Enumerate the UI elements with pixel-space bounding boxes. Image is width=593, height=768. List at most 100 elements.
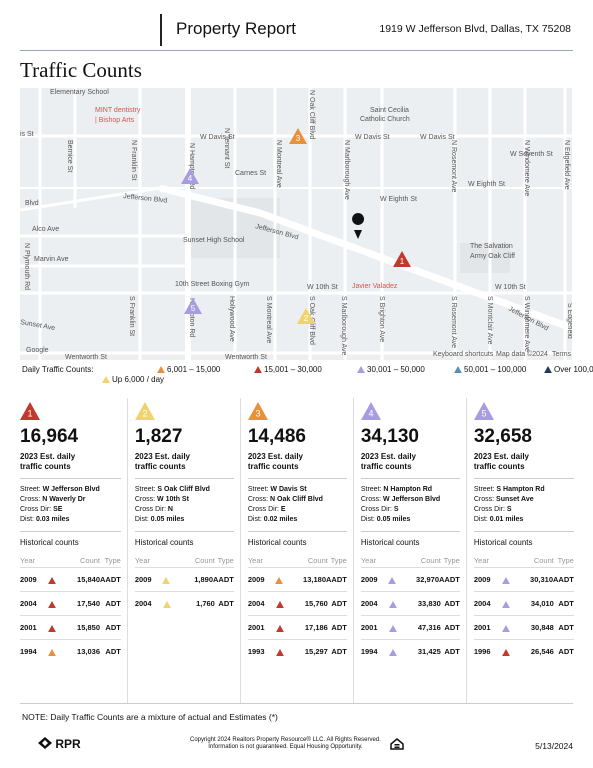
table-row: 2004 33,830 ADT — [360, 591, 460, 615]
map-label: N Franklin St — [130, 140, 137, 181]
map-label: is St — [20, 131, 34, 138]
table-row: 2009 32,970 AADT — [360, 567, 460, 591]
table-header: Year Count Type — [474, 553, 574, 567]
rule — [473, 531, 574, 533]
row-count: 15,840 — [77, 575, 100, 585]
rule — [20, 478, 121, 480]
estimate-label: 2023 Est. daily traffic counts — [360, 452, 416, 472]
section-title: Traffic Counts — [20, 58, 142, 82]
map-label: S Franklin St — [128, 296, 135, 336]
row-type: ADT — [105, 623, 121, 633]
detail: Street: W Jefferson Blvd — [20, 485, 121, 495]
year: 2001 — [360, 623, 378, 633]
marker-number: 1 — [400, 257, 405, 266]
detail: Cross Dir: E — [248, 505, 347, 515]
map-label: W Davis St — [200, 134, 235, 141]
traffic-card: 3 14,486 2023 Est. daily traffic counts Str… — [241, 398, 354, 704]
triangle-icon: 1 — [20, 402, 40, 420]
row-icon — [501, 647, 514, 656]
legend-title: Daily Traffic Counts: — [22, 365, 94, 374]
legend-label: Over 100,000 / day — [554, 365, 593, 374]
triangle — [544, 366, 552, 374]
triangle-icon — [388, 624, 397, 632]
marker-triangle — [297, 308, 315, 324]
map-label: Map data ©2024 — [496, 350, 548, 358]
detail-label: Cross Dir: — [360, 506, 392, 514]
detail-label: Street: — [360, 486, 382, 494]
row-count: 15,297 — [304, 647, 328, 657]
detail: Cross: W Jefferson Blvd — [361, 495, 460, 505]
copyright: Copyright 2024 Realtors Property Resourc… — [190, 737, 381, 751]
triangle-icon — [275, 624, 284, 632]
triangle — [48, 576, 56, 584]
row-count: 31,425 — [417, 647, 441, 657]
traffic-card: 2 1,827 2023 Est. daily traffic counts Stre… — [128, 398, 241, 704]
legend-label: 15,001 – 30,000 — [264, 365, 322, 374]
triangle — [388, 624, 397, 632]
year: 2009 — [20, 575, 37, 585]
note: NOTE: Daily Traffic Counts are a mixture… — [22, 712, 278, 722]
rule — [134, 478, 234, 480]
detail: Dist: 0.01 miles — [474, 515, 574, 525]
disclaimer: Information is not guaranteed. Equal Hou… — [208, 744, 363, 750]
map-label: W 10th St — [495, 284, 526, 291]
triangle-icon — [501, 648, 510, 656]
map-label: N Montreal Ave — [275, 140, 282, 188]
detail: Dist: 0.03 miles — [20, 515, 121, 525]
map: Elementary School MINT dentistry | Bishop … — [20, 88, 572, 360]
triangle — [162, 576, 171, 584]
detail-value: 0.02 miles — [263, 516, 298, 524]
triangle — [20, 402, 40, 420]
triangle-icon — [275, 648, 284, 656]
map-label: S Montclair Ave — [486, 296, 493, 345]
rule — [360, 531, 460, 533]
map-marker: 3 — [289, 128, 307, 144]
map-label: Javier Valadez — [352, 283, 398, 290]
triangle-icon — [157, 366, 165, 374]
triangle — [162, 600, 171, 608]
marker-number: 2 — [304, 314, 309, 323]
year: 2009 — [247, 575, 265, 585]
table-row: 2009 1,890 AADT — [134, 567, 234, 591]
marker-number: 3 — [296, 134, 301, 143]
detail-value: W Jefferson Blvd — [383, 496, 441, 504]
map-label: Army Oak Cliff — [470, 253, 515, 260]
triangle-icon — [544, 366, 552, 374]
legend-label: 6,001 – 15,000 — [167, 365, 221, 374]
triangle — [134, 402, 155, 420]
detail-value: E — [280, 506, 286, 514]
detail-label: Dist: — [360, 516, 375, 524]
historical-title: Historical counts — [473, 538, 533, 548]
triangle — [501, 600, 510, 608]
year: 2001 — [473, 623, 491, 633]
detail-label: Cross Dir: — [247, 506, 279, 514]
row-type: AADT — [213, 575, 234, 585]
map-label: S Rosemont Ave — [450, 296, 457, 348]
row-icon — [501, 623, 514, 632]
column-header: Type — [443, 555, 460, 565]
row-type: AADT — [100, 575, 121, 585]
historical-title: Historical counts — [360, 538, 420, 548]
row-count: 13,036 — [77, 647, 100, 657]
detail-value: W 10th St — [157, 496, 189, 504]
map-label: Keyboard shortcuts — [433, 351, 494, 358]
column-header: Type — [330, 555, 347, 565]
map-label: Wentworth St — [65, 354, 107, 360]
row-type: ADT — [331, 623, 347, 633]
detail-value: 0.01 miles — [489, 516, 524, 524]
map-marker: 2 — [297, 308, 315, 324]
row-type: ADT — [105, 647, 121, 657]
rule — [20, 703, 573, 704]
triangle — [388, 648, 397, 656]
marker-triangle — [184, 298, 202, 314]
row-icon — [501, 599, 514, 608]
marker-number: 4 — [188, 174, 193, 183]
triangle — [357, 366, 365, 374]
triangle-icon — [388, 600, 397, 608]
row-count: 34,010 — [530, 599, 554, 609]
legend-item: Over 100,000 / day — [544, 365, 593, 374]
rule — [247, 531, 347, 533]
estimate-label: 2023 Est. daily traffic counts — [247, 452, 303, 472]
detail-value: W Davis St — [270, 486, 307, 494]
detail: Cross Dir: SE — [20, 505, 121, 515]
